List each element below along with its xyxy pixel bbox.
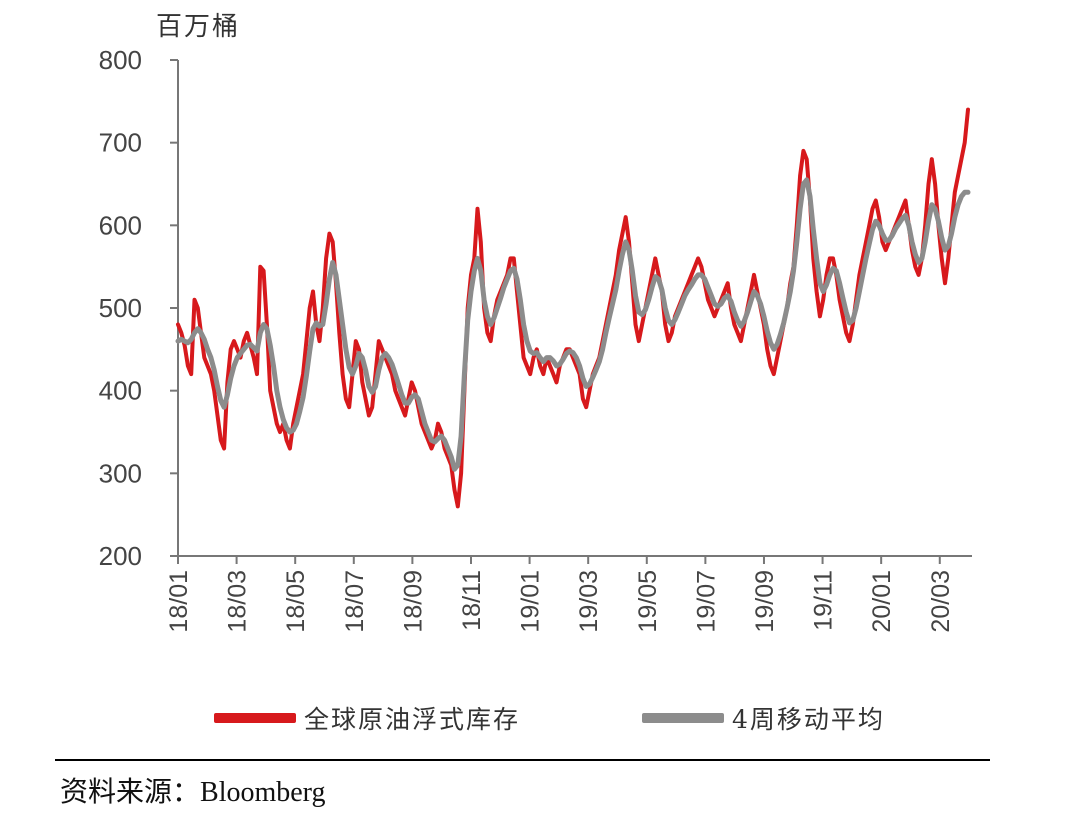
- x-tick-label: 19/11: [810, 570, 838, 631]
- source-note: 资料来源：Bloomberg: [60, 770, 326, 810]
- series-line-moving-average: [175, 177, 971, 472]
- legend-swatch-red: [214, 713, 296, 723]
- source-name: Bloomberg: [200, 777, 326, 808]
- x-tick-label: 19/01: [517, 570, 545, 633]
- source-label: 资料来源：: [60, 777, 201, 808]
- x-tick-label: 18/01: [165, 570, 193, 633]
- y-tick-label: 400: [99, 376, 142, 406]
- x-tick-label: 20/03: [927, 570, 955, 633]
- series-line-floating-storage: [176, 107, 970, 509]
- legend-item-moving-average: 4周移动平均: [642, 700, 885, 736]
- series-layer: [175, 107, 971, 509]
- x-tick-label: 18/05: [282, 570, 310, 633]
- y-tick-label: 200: [99, 541, 142, 571]
- x-tick-label: 19/05: [634, 570, 662, 633]
- legend-label-floating-storage: 全球原油浮式库存: [304, 705, 521, 734]
- x-tick-label: 19/07: [692, 570, 720, 633]
- x-tick-label: 18/11: [458, 570, 486, 631]
- x-tick-label: 19/03: [575, 570, 603, 633]
- legend-swatch-gray: [642, 713, 724, 723]
- y-ticks: 200 300 400 500 600 700 800: [99, 45, 178, 571]
- y-tick-label: 300: [99, 458, 142, 488]
- y-unit-label: 百万桶: [156, 12, 241, 42]
- y-tick-label: 800: [99, 45, 142, 75]
- y-tick-label: 500: [99, 293, 142, 323]
- x-tick-label: 20/01: [868, 570, 896, 633]
- x-tick-label: 18/07: [341, 570, 369, 633]
- y-tick-label: 600: [99, 210, 142, 240]
- y-tick-label: 700: [99, 128, 142, 158]
- source-divider: [55, 759, 990, 761]
- x-ticks: 18/01 18/03 18/05 18/07 18/09 18/11 19/01 19/03…: [165, 556, 955, 633]
- legend-label-moving-average: 4周移动平均: [732, 705, 885, 734]
- x-tick-label: 18/09: [399, 570, 427, 633]
- legend: 全球原油浮式库存 4周移动平均: [0, 700, 1080, 740]
- legend-item-floating-storage: 全球原油浮式库存: [214, 700, 520, 736]
- x-tick-label: 19/09: [751, 570, 779, 633]
- x-tick-label: 18/03: [224, 570, 252, 633]
